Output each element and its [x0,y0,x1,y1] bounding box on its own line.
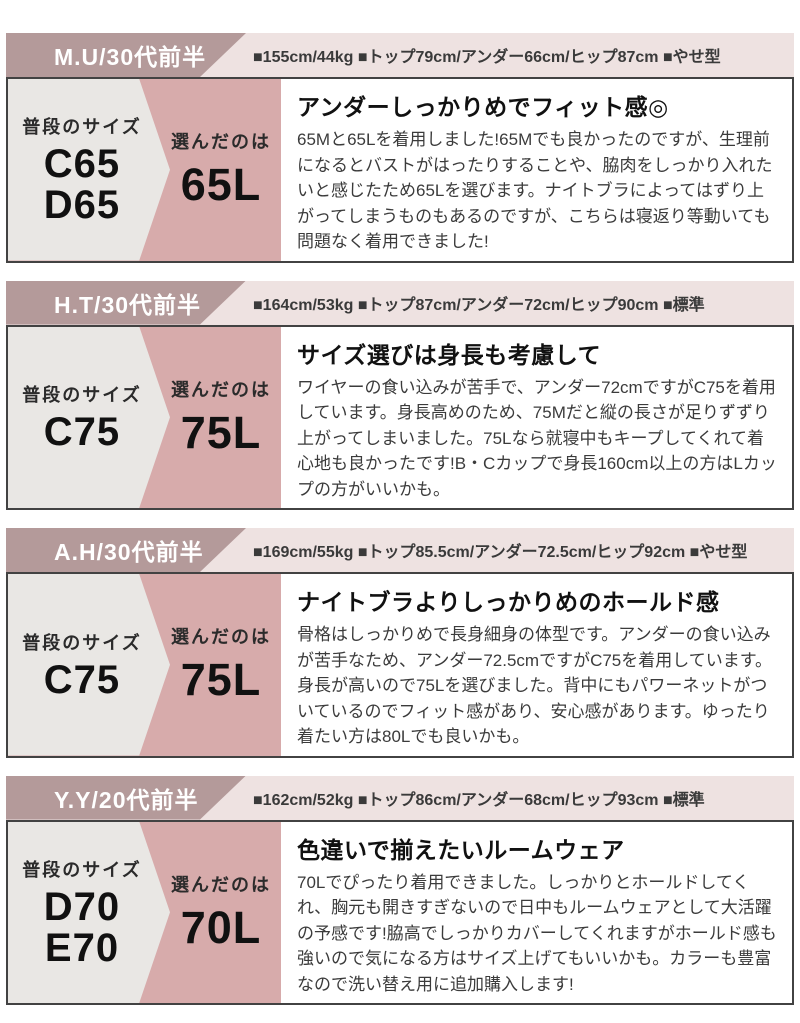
reviewer-stats: ■169cm/55kg ■トップ85.5cm/アンダー72.5cm/ヒップ92c… [253,544,748,561]
chosen-size-zone: 選んだのは 65L [161,79,281,261]
review-section: A.H/30代前半 ■169cm/55kg ■トップ85.5cm/アンダー72.… [6,528,794,758]
review-body: 65Mと65Lを着用しました!65Mでも良かったのですが、生理前になるとバストが… [297,130,773,251]
reviewer-stats: ■162cm/52kg ■トップ86cm/アンダー68cm/ヒップ93cm ■標… [253,791,705,809]
review-title: サイズ選びは身長も考慮して [297,341,602,368]
review-card: 普段のサイズ C75 選んだのは 75L ナイトブラよりしっかりめのホールド感 … [6,572,794,758]
usual-size-value: D70 [43,884,121,929]
usual-size-value: E70 [44,925,120,970]
chosen-size-value: 75L [180,406,262,458]
section-header: M.U/30代前半 ■155cm/44kg ■トップ79cm/アンダー66cm/… [6,33,794,77]
chosen-size-label: 選んだのは [171,132,271,153]
usual-size-label: 普段のサイズ [22,385,142,406]
usual-size-label: 普段のサイズ [22,117,142,138]
chevron-arrow-shape [8,79,170,261]
chosen-size-value: 70L [180,901,262,953]
size-panel: 普段のサイズ C75 選んだのは 75L [8,574,281,756]
usual-size-values: C65 D65 [44,144,120,226]
size-panel: 普段のサイズ C65 D65 選んだのは 65L [8,79,281,261]
review-section: M.U/30代前半 ■155cm/44kg ■トップ79cm/アンダー66cm/… [6,33,794,263]
review-text-area: 色違いで揃えたいルームウェア 70Lでぴったり着用できました。しっかりとホールド… [281,822,792,1004]
section-header: Y.Y/20代前半 ■162cm/52kg ■トップ86cm/アンダー68cm/… [6,775,794,820]
review-card: 普段のサイズ C65 D65 選んだのは 65L アンダーしっかりめでフィット感… [6,77,794,263]
review-title: アンダーしっかりめでフィット感◎ [297,94,669,120]
size-panel: 普段のサイズ C75 選んだのは 75L [8,326,281,509]
review-text-area: ナイトブラよりしっかりめのホールド感 骨格はしっかりめで長身細身の体型です。アン… [281,574,792,756]
reviewer-label: Y.Y/20代前半 [6,776,246,820]
review-card: 普段のサイズ D70 E70 選んだのは 70L 色違いで揃えたいルームウェア … [6,819,794,1005]
reviewer-label: H.T/30代前半 [6,281,246,325]
size-panel: 普段のサイズ D70 E70 選んだのは 70L [8,821,281,1004]
chevron-arrow-shape [8,326,170,508]
chosen-size-label: 選んだのは [171,874,271,895]
reviewer-label: A.H/30代前半 [6,528,246,572]
usual-size-zone: 普段のサイズ D70 E70 [8,822,156,1004]
usual-size-values: C75 [44,660,120,701]
chosen-size-zone: 選んだのは 75L [161,327,281,509]
review-body: ワイヤーの食い込みが苦手で、アンダー72cmですがC75を着用しています。身長高… [297,377,777,499]
review-text-area: アンダーしっかりめでフィット感◎ 65Mと65Lを着用しました!65Mでも良かっ… [281,79,792,261]
review-card: 普段のサイズ C75 選んだのは 75L サイズ選びは身長も考慮して ワイヤーの… [6,324,794,510]
usual-size-label: 普段のサイズ [22,632,142,653]
usual-size-values: C75 [44,412,120,453]
review-title: 色違いで揃えたいルームウェア [297,836,625,863]
chosen-size-value: 65L [180,159,262,211]
review-body: 骨格はしっかりめで長身細身の体型です。アンダーの食い込みが苦手なため、アンダー7… [297,625,773,746]
section-header: H.T/30代前半 ■164cm/53kg ■トップ87cm/アンダー72cm/… [6,280,794,325]
chosen-size-label: 選んだのは [171,627,271,648]
usual-size-value: D65 [43,183,121,228]
review-section: H.T/30代前半 ■164cm/53kg ■トップ87cm/アンダー72cm/… [6,280,794,510]
usual-size-zone: 普段のサイズ C65 D65 [8,79,156,261]
chevron-arrow-shape [8,574,170,756]
usual-size-value: C75 [43,410,121,455]
review-text-area: サイズ選びは身長も考慮して ワイヤーの食い込みが苦手で、アンダー72cmですがC… [281,327,792,509]
review-body: 70Lでぴったり着用できました。しっかりとホールドしてくれ、胸元も開きすぎないの… [297,872,777,994]
chosen-size-zone: 選んだのは 75L [161,574,281,756]
usual-size-zone: 普段のサイズ C75 [8,574,156,756]
reviewer-stats: ■155cm/44kg ■トップ79cm/アンダー66cm/ヒップ87cm ■や… [253,49,721,66]
reviewer-stats: ■164cm/53kg ■トップ87cm/アンダー72cm/ヒップ90cm ■標… [253,296,705,314]
usual-size-zone: 普段のサイズ C75 [8,327,156,509]
usual-size-value: C75 [43,657,121,702]
chosen-size-zone: 選んだのは 70L [161,822,281,1004]
review-section: Y.Y/20代前半 ■162cm/52kg ■トップ86cm/アンダー68cm/… [6,775,794,1005]
review-title: ナイトブラよりしっかりめのホールド感 [297,589,720,615]
reviewer-label: M.U/30代前半 [6,33,246,77]
usual-size-label: 普段のサイズ [22,859,142,880]
section-header: A.H/30代前半 ■169cm/55kg ■トップ85.5cm/アンダー72.… [6,528,794,572]
usual-size-values: D70 E70 [44,887,120,969]
chosen-size-value: 75L [180,654,262,706]
usual-size-value: C65 [43,142,121,187]
chosen-size-label: 選んだのは [171,379,271,400]
